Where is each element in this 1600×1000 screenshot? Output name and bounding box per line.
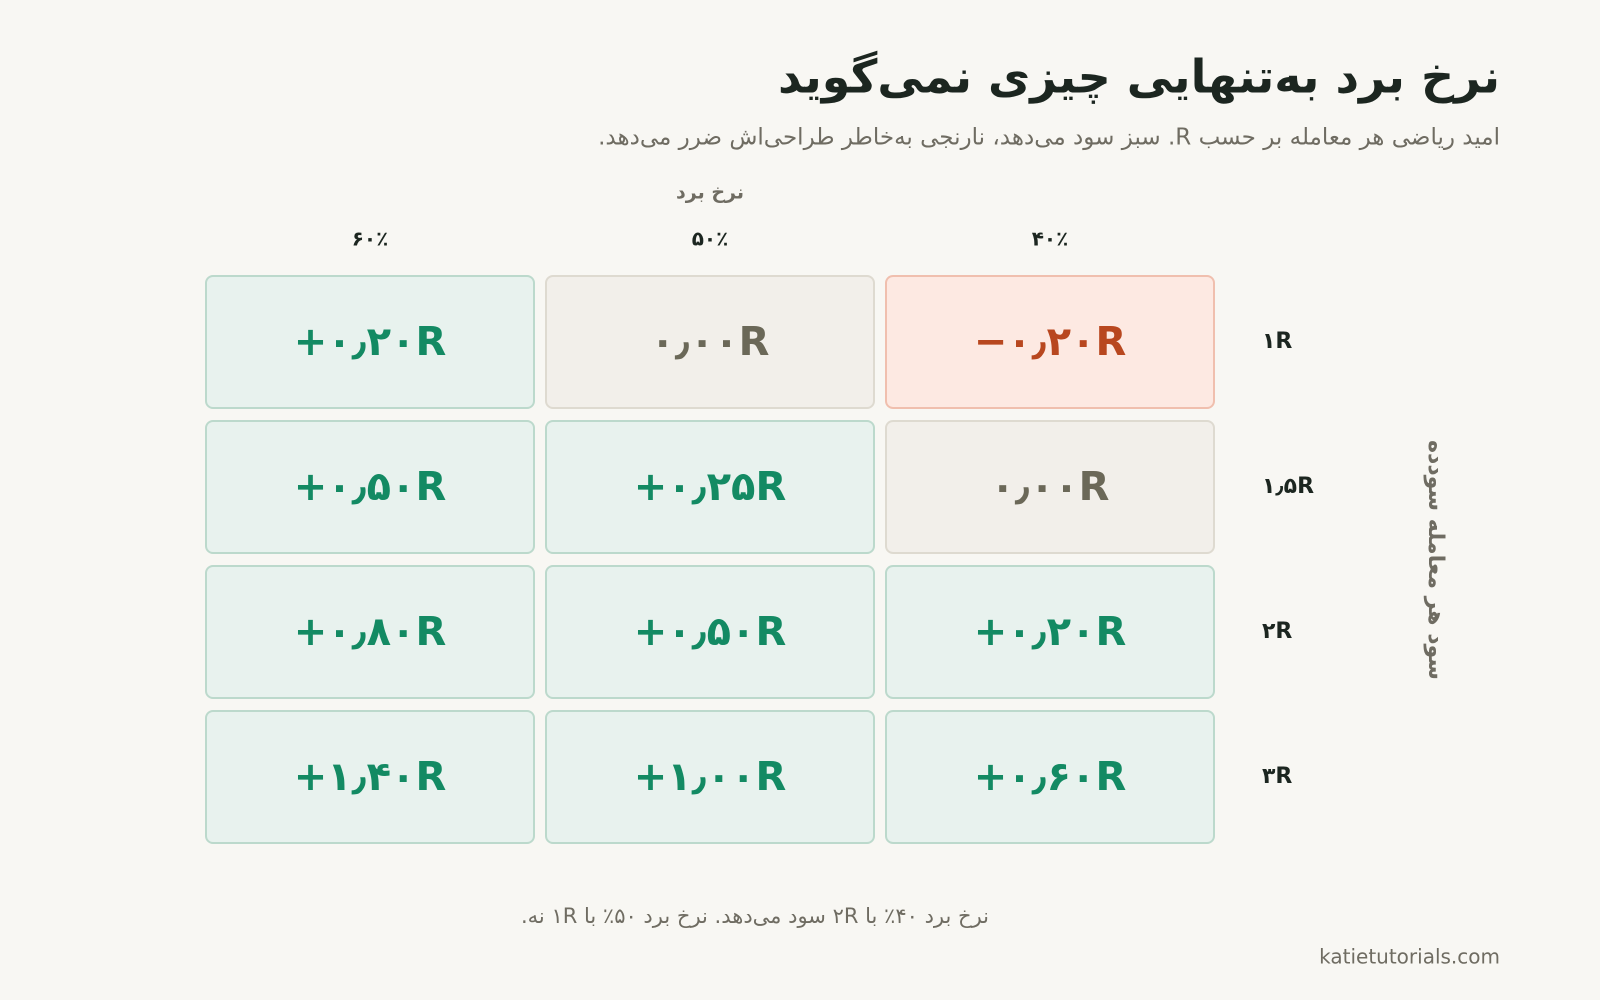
cell-label: +۰٫۲۰R — [294, 319, 447, 365]
y-tick-label: ۲R — [1262, 619, 1292, 644]
cell-label: +۰٫۶۰R — [974, 754, 1127, 800]
y-tick-label: ۱٫۵R — [1262, 474, 1314, 499]
y-tick-label: ۱R — [1262, 329, 1292, 354]
cell — [545, 275, 875, 409]
cell-label: −۰٫۲۰R — [974, 319, 1127, 365]
cell-label: ۰٫۰۰R — [651, 319, 770, 365]
cell-label: +۰٫۲۰R — [974, 609, 1127, 655]
chart-title: نرخ برد به‌تنهایی چیزی نمی‌گوید — [778, 50, 1500, 105]
cell-label: +۰٫۲۵R — [634, 464, 787, 510]
x-tick-label: ۵۰٪ — [692, 227, 729, 251]
cell — [545, 565, 875, 699]
cell-label: +۰٫۸۰R — [294, 609, 447, 655]
x-tick-label: ۶۰٪ — [352, 227, 389, 251]
chart-subtitle: امید ریاضی هر معامله بر حسب R. سبز سود م… — [598, 125, 1500, 151]
cell — [545, 710, 875, 844]
cell — [885, 565, 1215, 699]
x-tick-label: ۴۰٪ — [1032, 227, 1069, 251]
y-axis-label: سود هر معامله سودده — [1423, 440, 1448, 680]
credit: katietutorials.com — [1319, 945, 1500, 969]
cell — [885, 710, 1215, 844]
y-tick-label: ۳R — [1262, 764, 1292, 789]
cell-label: ۰٫۰۰R — [991, 464, 1110, 510]
note: نرخ برد ۴۰٪ با ۲R سود می‌دهد. نرخ برد ۵۰… — [521, 904, 989, 928]
x-axis-label: نرخ برد — [676, 182, 744, 204]
cell-label: +۰٫۵۰R — [634, 609, 787, 655]
cell — [205, 420, 535, 554]
cell-label: +۰٫۵۰R — [294, 464, 447, 510]
cell-label: +۱٫۴۰R — [294, 754, 447, 800]
cell — [885, 275, 1215, 409]
cell — [205, 565, 535, 699]
cell — [205, 275, 535, 409]
cell — [545, 420, 875, 554]
cell — [885, 420, 1215, 554]
cell-label: +۱٫۰۰R — [634, 754, 787, 800]
cell — [205, 710, 535, 844]
